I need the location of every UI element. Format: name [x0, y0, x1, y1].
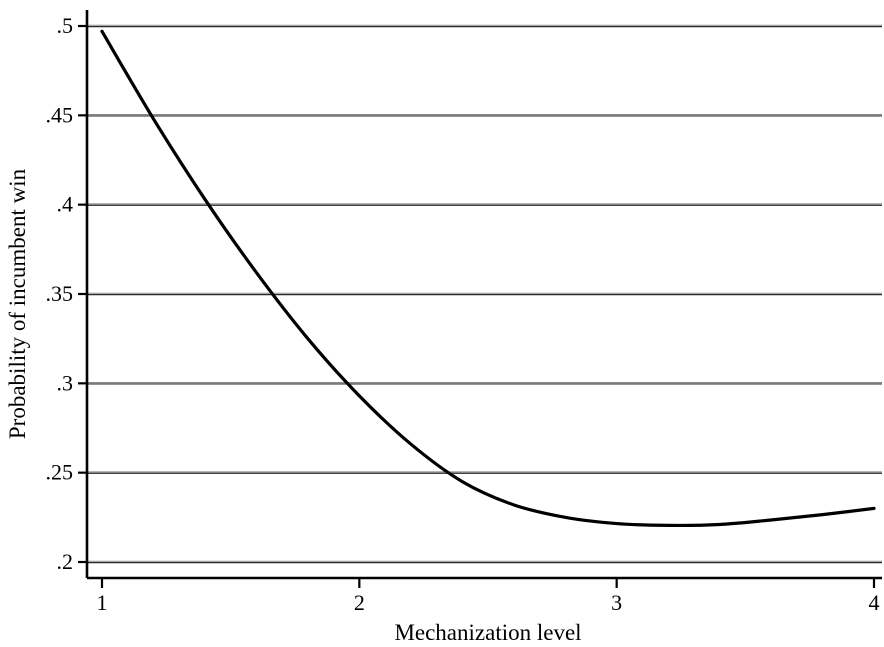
x-tick-label: 1 [97, 590, 108, 615]
y-tick-label: .4 [57, 192, 74, 217]
y-tick-label: .35 [46, 281, 74, 306]
axes [78, 10, 882, 588]
y-tick-label: .25 [46, 460, 74, 485]
x-axis-title: Mechanization level [394, 620, 581, 645]
x-tick-label: 2 [354, 590, 365, 615]
series-line-0 [100, 29, 876, 528]
y-axis-title: Probability of incumbent win [5, 168, 30, 439]
y-tick-label: .5 [57, 13, 74, 38]
tick-labels: .2 .25 .3 .35 .4 .45 .5 1 2 3 4 [46, 13, 880, 615]
y-tick-label: .2 [57, 549, 74, 574]
y-tick-label: .45 [46, 102, 74, 127]
y-tick-label: .3 [57, 370, 74, 395]
series [100, 29, 876, 528]
x-tick-label: 3 [611, 590, 622, 615]
gridlines [87, 24, 882, 564]
x-tick-label: 4 [869, 590, 880, 615]
